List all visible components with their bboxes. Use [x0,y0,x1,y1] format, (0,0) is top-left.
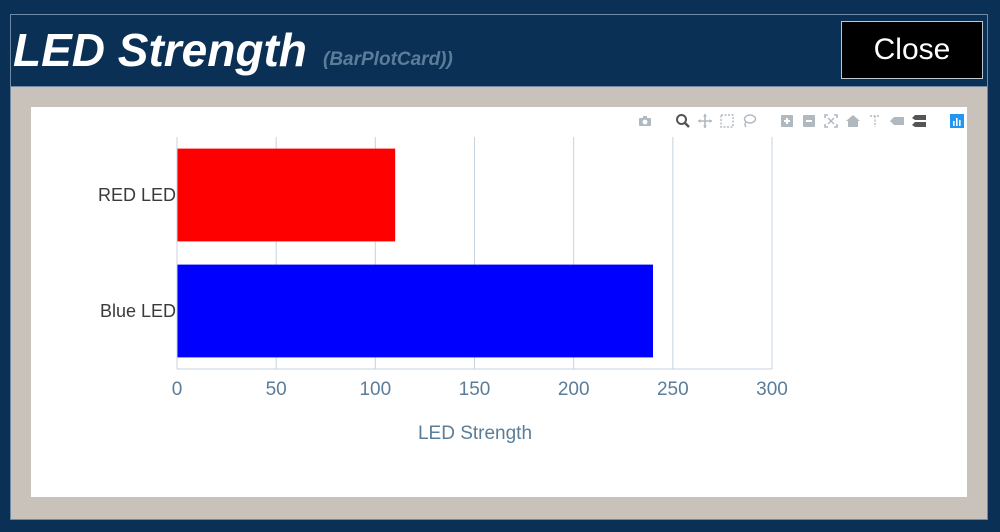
bars [177,148,653,358]
x-tick-label: 0 [172,379,183,400]
dialog-title: LED Strength [13,24,307,76]
dialog-subtitle: (BarPlotCard)) [323,49,453,70]
x-tick-label: 100 [359,379,391,400]
axes: 0 50 100 150 200 250 300 RED LED Blue LED [98,137,788,400]
x-tick-label: 50 [266,379,287,400]
x-tick-label: 150 [459,379,491,400]
x-tick-label: 300 [756,379,788,400]
spike-lines-icon[interactable] [867,113,883,129]
lasso-select-icon[interactable] [741,113,757,129]
reset-axes-icon[interactable] [845,113,861,129]
zoom-in-icon[interactable] [779,113,795,129]
autoscale-icon[interactable] [823,113,839,129]
zoom-icon[interactable] [675,113,691,129]
plotly-logo-icon[interactable] [949,113,965,129]
box-select-icon[interactable] [719,113,735,129]
x-axis-title: LED Strength [418,423,532,444]
bar-chart: 0 50 100 150 200 250 300 RED LED Blue LED LED St… [98,137,788,444]
zoom-out-icon[interactable] [801,113,817,129]
x-tick-label: 250 [657,379,689,400]
plot-modebar [637,111,965,131]
y-category-label: RED LED [98,185,176,205]
hover-compare-icon[interactable] [911,113,927,129]
pan-icon[interactable] [697,113,713,129]
x-tick-label: 200 [558,379,590,400]
camera-icon[interactable] [637,113,653,129]
close-button[interactable]: Close [841,21,983,79]
hover-closest-icon[interactable] [889,113,905,129]
bar[interactable] [177,148,396,242]
dialog-header: LED Strength (BarPlotCard)) Close [11,15,987,87]
bar-plot-card: 0 50 100 150 200 250 300 RED LED Blue LED LED St… [31,107,967,497]
plot-dialog: LED Strength (BarPlotCard)) Close 0 50 [10,14,988,520]
bar[interactable] [177,264,653,358]
y-category-label: Blue LED [100,301,176,321]
